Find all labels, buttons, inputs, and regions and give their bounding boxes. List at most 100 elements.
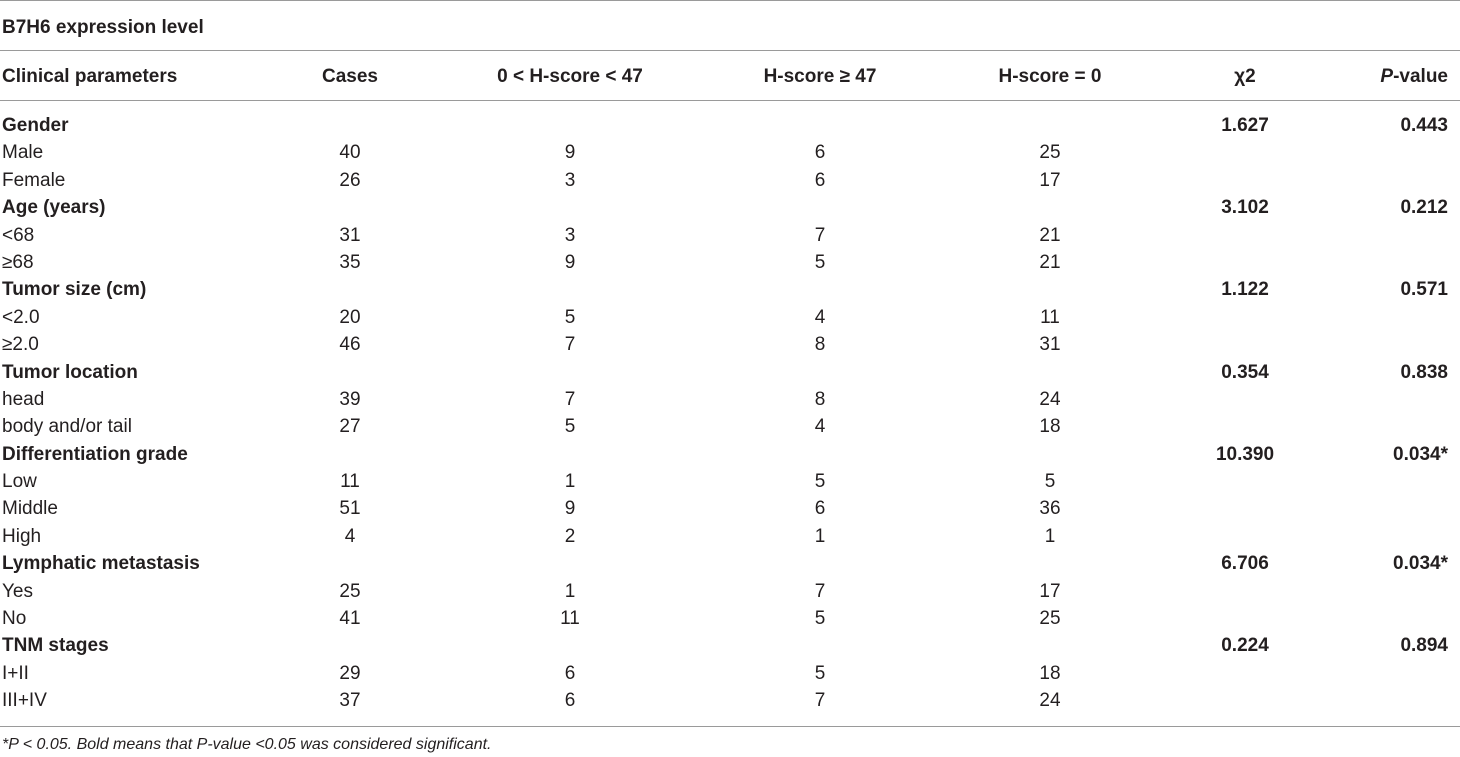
param-cell: Differentiation grade [2, 443, 188, 465]
header-zero-hscore: H-score = 0 [998, 66, 1102, 87]
low-hscore-cell: 9 [564, 251, 576, 273]
cases-cell: 25 [339, 580, 361, 602]
table-group-row: Differentiation grade 10.390 0.034* [0, 441, 1460, 468]
zero-hscore-cell: 17 [1039, 169, 1061, 191]
low-hscore-cell: 7 [564, 388, 576, 410]
high-hscore-cell: 4 [814, 306, 826, 328]
high-hscore-cell: 7 [814, 580, 826, 602]
cases-cell: 29 [339, 662, 361, 684]
chi-square-cell: 6.706 [1221, 553, 1269, 575]
header-clinical-parameters: Clinical parameters [2, 66, 178, 87]
param-cell: High [2, 525, 42, 547]
param-cell: head [2, 388, 45, 410]
zero-hscore-cell: 17 [1039, 580, 1061, 602]
p-value-cell: 0.443 [1400, 115, 1448, 136]
p-value-cell: 0.571 [1400, 279, 1448, 301]
header-low-hscore: 0 < H-score < 47 [497, 66, 643, 87]
chi-square-cell: 1.627 [1221, 115, 1269, 136]
cases-cell: 39 [339, 388, 361, 410]
header-chi-square: χ2 [1234, 66, 1256, 87]
chi-square-cell: 3.102 [1221, 197, 1269, 219]
table-row: <2.0 20 5 4 11 [0, 304, 1460, 331]
low-hscore-cell: 1 [564, 580, 576, 602]
table-caption: B7H6 expression level [2, 17, 204, 38]
param-cell: TNM stages [2, 635, 109, 657]
high-hscore-cell: 8 [814, 388, 826, 410]
zero-hscore-cell: 5 [1044, 471, 1056, 493]
table-group-row: Lymphatic metastasis 6.706 0.034* [0, 550, 1460, 577]
chi-square-cell: 0.224 [1221, 635, 1269, 657]
high-hscore-cell: 5 [814, 251, 826, 273]
header-high-hscore: H-score ≥ 47 [763, 66, 877, 87]
table-group-row: Age (years) 3.102 0.212 [0, 194, 1460, 221]
zero-hscore-cell: 21 [1039, 224, 1061, 246]
zero-hscore-cell: 24 [1039, 388, 1061, 410]
table-row: ≥2.0 46 7 8 31 [0, 331, 1460, 358]
param-cell: <2.0 [2, 306, 40, 328]
high-hscore-cell: 1 [814, 525, 826, 547]
table-row: Yes 25 1 7 17 [0, 578, 1460, 605]
cases-cell: 4 [344, 525, 356, 547]
high-hscore-cell: 7 [814, 224, 826, 246]
p-value-cell: 0.212 [1400, 197, 1448, 219]
param-cell: III+IV [2, 690, 47, 712]
zero-hscore-cell: 1 [1044, 525, 1056, 547]
param-cell: ≥68 [2, 251, 34, 273]
caption-rule [0, 50, 1460, 51]
cases-cell: 27 [339, 416, 361, 438]
p-value-cell: 0.034* [1393, 553, 1448, 575]
param-cell: Lymphatic metastasis [2, 553, 200, 575]
table-row: Low 11 1 5 5 [0, 468, 1460, 495]
cases-cell: 20 [339, 306, 361, 328]
high-hscore-cell: 6 [814, 142, 826, 164]
chi-square-cell: 10.390 [1215, 443, 1275, 465]
zero-hscore-cell: 25 [1039, 608, 1061, 630]
low-hscore-cell: 1 [564, 471, 576, 493]
zero-hscore-cell: 25 [1039, 142, 1061, 164]
header-row: Clinical parameters Cases 0 < H-score < … [0, 62, 1460, 92]
param-cell: Gender [2, 115, 69, 136]
zero-hscore-cell: 31 [1039, 334, 1061, 356]
high-hscore-cell: 5 [814, 662, 826, 684]
high-hscore-cell: 4 [814, 416, 826, 438]
zero-hscore-cell: 18 [1039, 662, 1061, 684]
param-cell: Male [2, 142, 44, 164]
zero-hscore-cell: 18 [1039, 416, 1061, 438]
header-rule [0, 100, 1460, 101]
param-cell: Age (years) [2, 197, 106, 219]
table-row: head 39 7 8 24 [0, 386, 1460, 413]
low-hscore-cell: 5 [564, 306, 576, 328]
param-cell: <68 [2, 224, 35, 246]
bottom-rule [0, 726, 1460, 727]
high-hscore-cell: 6 [814, 498, 826, 520]
cases-cell: 37 [339, 690, 361, 712]
low-hscore-cell: 9 [564, 498, 576, 520]
cases-cell: 11 [340, 471, 360, 493]
header-p-rest: -value [1393, 66, 1448, 87]
high-hscore-cell: 5 [814, 471, 826, 493]
chi-square-cell: 0.354 [1221, 361, 1269, 383]
param-cell: ≥2.0 [2, 334, 39, 356]
param-cell: Middle [2, 498, 58, 520]
cases-cell: 46 [339, 334, 361, 356]
param-cell: Tumor location [2, 361, 138, 383]
zero-hscore-cell: 21 [1039, 251, 1061, 273]
zero-hscore-cell: 24 [1039, 690, 1061, 712]
table-row: Middle 51 9 6 36 [0, 495, 1460, 522]
table-group-row: Tumor size (cm) 1.122 0.571 [0, 276, 1460, 303]
table-row: Female 26 3 6 17 [0, 167, 1460, 194]
cases-cell: 40 [339, 142, 361, 164]
param-cell: Low [2, 471, 37, 493]
table-group-row: Tumor location 0.354 0.838 [0, 359, 1460, 386]
low-hscore-cell: 11 [560, 608, 580, 630]
low-hscore-cell: 6 [564, 662, 576, 684]
high-hscore-cell: 6 [814, 169, 826, 191]
param-cell: Tumor size (cm) [2, 279, 147, 301]
table-row: <68 31 3 7 21 [0, 222, 1460, 249]
table-group-row: TNM stages 0.224 0.894 [0, 632, 1460, 659]
low-hscore-cell: 3 [564, 224, 576, 246]
zero-hscore-cell: 11 [1040, 306, 1060, 328]
table-footnote: *P < 0.05. Bold means that P-value <0.05… [2, 736, 492, 753]
header-p-italic: P [1380, 66, 1394, 87]
low-hscore-cell: 2 [564, 525, 576, 547]
